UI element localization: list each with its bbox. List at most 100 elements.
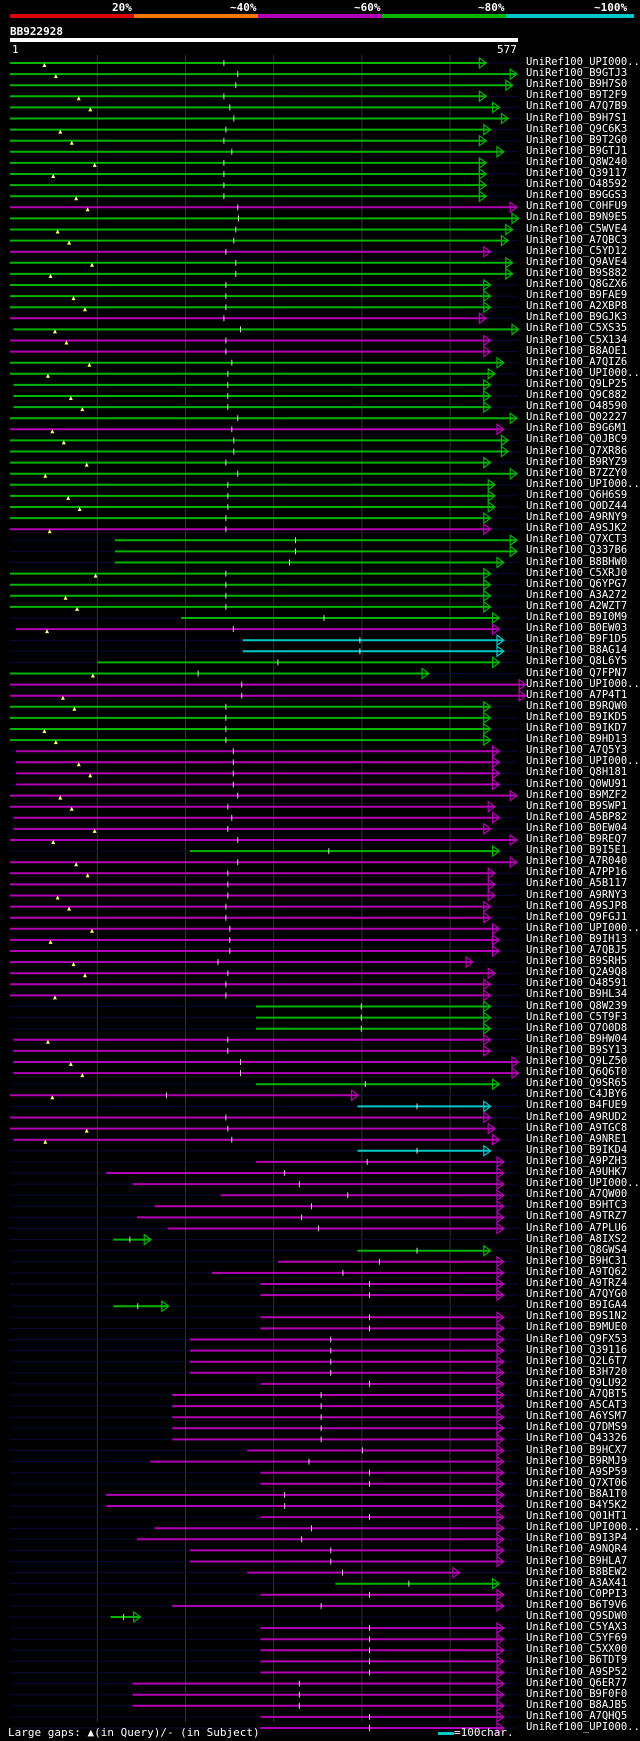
- hit-label[interactable]: UniRef100_Q9C882: [526, 389, 628, 401]
- hit-label[interactable]: UniRef100_B9I0M9: [526, 611, 628, 623]
- hit-label[interactable]: UniRef100_B9GJK3: [526, 311, 628, 324]
- hit-label[interactable]: UniRef100_Q7O0D8: [526, 1021, 628, 1034]
- hit-label[interactable]: UniRef100_A6YSM7: [526, 1410, 628, 1423]
- hit-label[interactable]: UniRef100_B9H7S0: [526, 78, 628, 91]
- hit-label[interactable]: UniRef100_B8AJB5: [526, 1698, 628, 1711]
- hit-label[interactable]: UniRef100_B0EW04: [526, 821, 628, 834]
- hit-label[interactable]: UniRef100_A5CAT3: [526, 1399, 628, 1412]
- hit-label[interactable]: UniRef100_A2XBP8: [526, 300, 628, 313]
- hit-label[interactable]: UniRef100_B6TDT9: [526, 1654, 628, 1667]
- hit-label[interactable]: UniRef100_B9SRH5: [526, 955, 628, 968]
- hit-label[interactable]: UniRef100_A7QBC3: [526, 233, 628, 246]
- hit-label[interactable]: UniRef100_C5X134: [526, 333, 628, 346]
- hit-label[interactable]: UniRef100_B9HLA7: [526, 1554, 628, 1567]
- hit-label[interactable]: UniRef100_B6T9V6: [526, 1598, 628, 1611]
- hit-label[interactable]: UniRef100_Q0WU91: [526, 777, 628, 790]
- hit-label[interactable]: UniRef100_Q6H6S9: [526, 488, 628, 501]
- hit-label[interactable]: UniRef100_Q7XR86: [526, 444, 628, 457]
- hit-label[interactable]: UniRef100_Q6YPG7: [526, 577, 628, 590]
- hit-label[interactable]: UniRef100_Q8GWS4: [526, 1243, 628, 1256]
- hit-label[interactable]: UniRef100_O48590: [526, 400, 628, 413]
- hit-label[interactable]: UniRef100_Q9FX53: [526, 1332, 628, 1345]
- hit-label[interactable]: UniRef100_B9F1D5: [526, 633, 628, 646]
- hit-label[interactable]: UniRef100_Q8W240: [526, 155, 628, 168]
- hit-label[interactable]: UniRef100_UPI000..: [526, 1521, 640, 1534]
- hit-label[interactable]: UniRef100_A9SJP8: [526, 899, 628, 912]
- hit-label[interactable]: UniRef100_B9MUE0: [526, 1321, 628, 1334]
- hit-label[interactable]: UniRef100_B9T2G0: [526, 133, 628, 146]
- hit-label[interactable]: UniRef100_A7Q7B9: [526, 100, 628, 113]
- hit-label[interactable]: UniRef100_Q7DMS9: [526, 1421, 628, 1434]
- hit-label[interactable]: UniRef100_B8BHW0: [526, 555, 628, 568]
- hit-label[interactable]: UniRef100_B9S1N2: [526, 1310, 628, 1323]
- hit-label[interactable]: UniRef100_A5BP82: [526, 810, 628, 823]
- hit-label[interactable]: UniRef100_O48592: [526, 178, 628, 191]
- hit-label[interactable]: UniRef100_C4JBY6: [526, 1088, 628, 1101]
- hit-label[interactable]: UniRef100_A9TRZ4: [526, 1277, 628, 1289]
- hit-label[interactable]: UniRef100_Q39116: [526, 1343, 628, 1356]
- hit-label[interactable]: UniRef100_UPI000..: [526, 921, 640, 934]
- hit-label[interactable]: UniRef100_A7QIZ6: [526, 355, 628, 368]
- hit-label[interactable]: UniRef100_UPI000..: [526, 366, 640, 379]
- hit-label[interactable]: UniRef100_B9S882: [526, 266, 628, 279]
- hit-label[interactable]: UniRef100_Q7XCT3: [526, 533, 628, 546]
- hit-label[interactable]: UniRef100_Q8GZX6: [526, 278, 628, 290]
- hit-label[interactable]: UniRef100_Q9LZ50: [526, 1055, 628, 1067]
- hit-label[interactable]: UniRef100_A9NRE1: [526, 1132, 628, 1145]
- hit-label[interactable]: UniRef100_B9HC31: [526, 1254, 628, 1267]
- hit-label[interactable]: UniRef100_B9HCX7: [526, 1443, 628, 1456]
- hit-label[interactable]: UniRef100_A9RUD2: [526, 1110, 628, 1123]
- hit-label[interactable]: UniRef100_B9HTC3: [526, 1199, 628, 1212]
- hit-label[interactable]: UniRef100_B9IKD5: [526, 710, 628, 723]
- hit-label[interactable]: UniRef100_C5YD12: [526, 244, 628, 257]
- hit-label[interactable]: UniRef100_B9T2F9: [526, 89, 628, 102]
- hit-label[interactable]: UniRef100_B9FAE9: [526, 289, 628, 302]
- hit-label[interactable]: UniRef100_A9SP52: [526, 1665, 628, 1678]
- hit-label[interactable]: UniRef100_A9RNY3: [526, 888, 628, 901]
- hit-label[interactable]: UniRef100_A7QYG0: [526, 1288, 628, 1301]
- hit-label[interactable]: UniRef100_B9HW04: [526, 1032, 628, 1045]
- hit-label[interactable]: UniRef100_C5WVE4: [526, 222, 628, 235]
- hit-label[interactable]: UniRef100_C5T9F3: [526, 1010, 628, 1023]
- hit-label[interactable]: UniRef100_O48591: [526, 977, 628, 990]
- hit-label[interactable]: UniRef100_Q7FPN7: [526, 666, 628, 679]
- hit-label[interactable]: UniRef100_Q9SDW0: [526, 1610, 628, 1622]
- hit-label[interactable]: UniRef100_C5XX00: [526, 1643, 628, 1656]
- hit-label[interactable]: UniRef100_B4FUE9: [526, 1099, 628, 1112]
- hit-label[interactable]: UniRef100_C0HFU9: [526, 200, 628, 213]
- hit-label[interactable]: UniRef100_Q9LP25: [526, 377, 628, 390]
- hit-label[interactable]: UniRef100_Q7XT06: [526, 1476, 628, 1489]
- hit-label[interactable]: UniRef100_A9TRZ7: [526, 1210, 628, 1223]
- hit-label[interactable]: UniRef100_B9SWP1: [526, 799, 628, 812]
- hit-label[interactable]: UniRef100_A9RNY9: [526, 511, 628, 524]
- hit-label[interactable]: UniRef100_B3H720: [526, 1365, 628, 1378]
- hit-label[interactable]: UniRef100_A7PLU6: [526, 1221, 628, 1234]
- hit-label[interactable]: UniRef100_A9PZH3: [526, 1154, 628, 1167]
- hit-label[interactable]: UniRef100_Q6Q6T0: [526, 1066, 628, 1079]
- hit-label[interactable]: UniRef100_A3A272: [526, 588, 628, 601]
- hit-label[interactable]: UniRef100_A5B117: [526, 877, 628, 890]
- hit-label[interactable]: UniRef100_A9SJK2: [526, 522, 628, 535]
- hit-label[interactable]: UniRef100_Q8L6Y5: [526, 655, 628, 668]
- hit-label[interactable]: UniRef100_UPI000..: [526, 1721, 640, 1733]
- hit-label[interactable]: UniRef100_B8A1T0: [526, 1487, 628, 1500]
- hit-label[interactable]: UniRef100_Q02227: [526, 411, 628, 424]
- hit-label[interactable]: UniRef100_A7PP16: [526, 866, 628, 879]
- hit-label[interactable]: UniRef100_A7P4T1: [526, 688, 628, 701]
- hit-label[interactable]: UniRef100_B0EW03: [526, 622, 628, 635]
- hit-label[interactable]: UniRef100_C5XS35: [526, 322, 628, 335]
- hit-label[interactable]: UniRef100_B9IKD7: [526, 722, 628, 734]
- hit-label[interactable]: UniRef100_UPI000..: [526, 477, 640, 490]
- hit-label[interactable]: UniRef100_B9RQW0: [526, 699, 628, 712]
- hit-label[interactable]: UniRef100_Q2A9Q8: [526, 966, 628, 979]
- hit-label[interactable]: UniRef100_B9G6M1: [526, 422, 628, 435]
- hit-label[interactable]: UniRef100_Q337B6: [526, 544, 628, 557]
- hit-label[interactable]: UniRef100_UPI000..: [526, 1177, 640, 1190]
- hit-label[interactable]: UniRef100_A7QW00: [526, 1188, 628, 1201]
- hit-label[interactable]: UniRef100_A9TQ62: [526, 1265, 628, 1278]
- hit-label[interactable]: UniRef100_Q6ER77: [526, 1676, 628, 1689]
- hit-label[interactable]: UniRef100_A9SP59: [526, 1465, 628, 1478]
- hit-label[interactable]: UniRef100_B9HL34: [526, 988, 628, 1001]
- hit-label[interactable]: UniRef100_B9REQ7: [526, 833, 628, 845]
- hit-label[interactable]: UniRef100_B9SY13: [526, 1043, 628, 1056]
